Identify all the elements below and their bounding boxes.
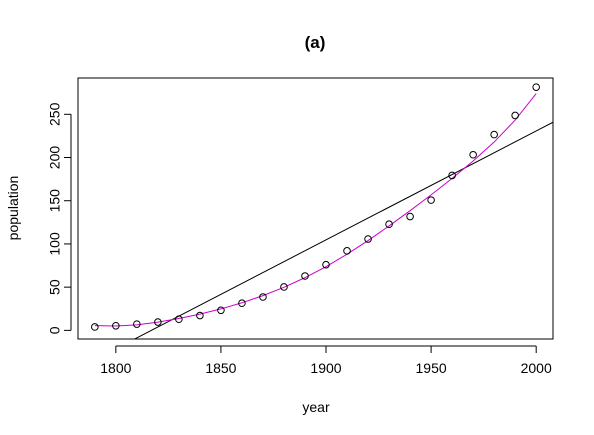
linear-fit-line	[133, 121, 553, 339]
data-point	[427, 196, 435, 204]
y-tick-label: 0	[47, 326, 63, 334]
data-point	[364, 235, 372, 243]
plot-frame	[77, 77, 554, 340]
smooth-fit-curve	[94, 93, 537, 327]
y-tick-label: 100	[47, 232, 63, 256]
data-point	[301, 272, 309, 280]
x-axis-label: year	[302, 399, 330, 415]
data-point	[448, 171, 456, 180]
data-point	[217, 306, 225, 315]
data-point	[343, 247, 351, 255]
data-point	[238, 299, 246, 308]
data-point	[406, 212, 414, 221]
x-tick-label: 1950	[416, 360, 447, 376]
y-axis-label: population	[5, 176, 21, 241]
data-point	[91, 323, 99, 331]
data-point	[259, 293, 267, 301]
data-point	[511, 111, 519, 120]
y-axis: 0 50 100 150 200 250	[47, 102, 72, 334]
chart-title: (a)	[305, 33, 326, 52]
plot-area	[91, 83, 553, 339]
data-point	[469, 150, 477, 159]
data-point	[532, 83, 540, 91]
data-point	[385, 220, 393, 229]
data-point	[322, 260, 330, 269]
data-point	[490, 130, 498, 139]
y-tick-label: 150	[47, 189, 63, 213]
x-tick-label: 2000	[521, 360, 552, 376]
y-tick-label: 200	[47, 146, 63, 170]
data-point	[154, 318, 162, 326]
data-point	[133, 320, 141, 328]
y-tick-label: 250	[47, 102, 63, 126]
x-tick-label: 1850	[205, 360, 236, 376]
data-point	[112, 321, 120, 330]
data-point	[175, 315, 183, 324]
data-point	[280, 283, 288, 291]
x-tick-label: 1900	[310, 360, 341, 376]
x-tick-label: 1800	[100, 360, 131, 376]
y-tick-label: 50	[47, 279, 63, 295]
data-point	[196, 311, 204, 320]
x-axis: 1800 1850 1900 1950 2000	[100, 345, 552, 376]
